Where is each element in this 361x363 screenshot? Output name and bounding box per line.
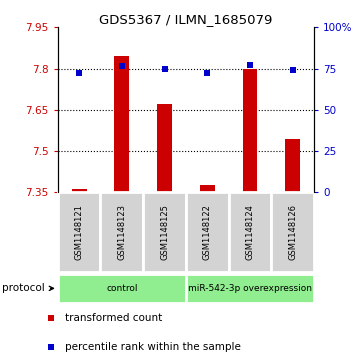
Text: protocol: protocol (2, 284, 53, 293)
Text: GSM1148121: GSM1148121 (75, 204, 84, 260)
Bar (271, 192, 314, 272)
Bar (186, 274, 314, 303)
Text: control: control (106, 284, 138, 293)
Bar (58, 274, 186, 303)
Bar (58, 192, 100, 272)
Bar (200, 185, 215, 192)
Text: GSM1148122: GSM1148122 (203, 204, 212, 260)
Text: GSM1148126: GSM1148126 (288, 204, 297, 260)
Bar (285, 139, 300, 192)
Bar (157, 104, 172, 192)
Bar (71, 189, 87, 192)
Text: GSM1148123: GSM1148123 (117, 204, 126, 260)
Bar (143, 192, 186, 272)
Text: transformed count: transformed count (65, 313, 162, 323)
Title: GDS5367 / ILMN_1685079: GDS5367 / ILMN_1685079 (99, 13, 273, 26)
Text: GSM1148125: GSM1148125 (160, 204, 169, 260)
Bar (243, 69, 257, 192)
Bar (229, 192, 271, 272)
Bar (114, 56, 129, 192)
Bar (186, 192, 229, 272)
Text: percentile rank within the sample: percentile rank within the sample (65, 342, 241, 352)
Text: GSM1148124: GSM1148124 (245, 204, 255, 260)
Bar (100, 192, 143, 272)
Text: miR-542-3p overexpression: miR-542-3p overexpression (188, 284, 312, 293)
